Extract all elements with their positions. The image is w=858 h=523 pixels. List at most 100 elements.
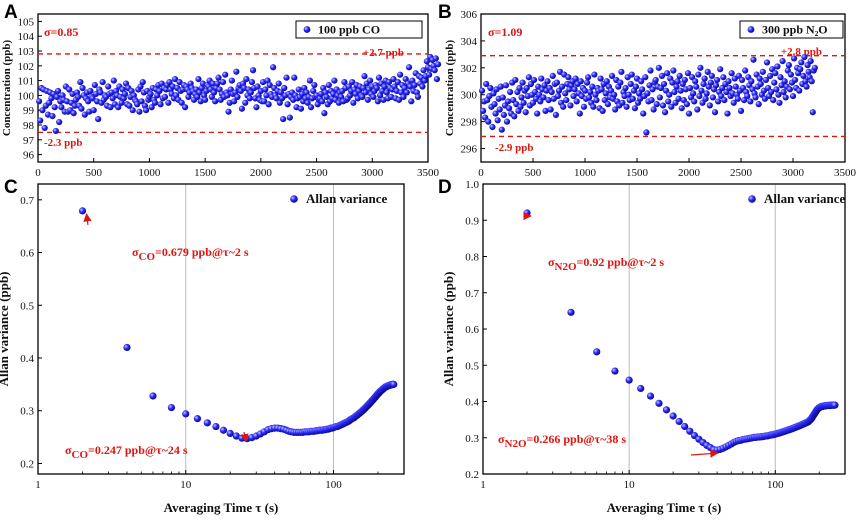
data-point xyxy=(618,68,625,75)
data-point xyxy=(215,74,222,81)
data-point xyxy=(214,80,221,87)
plot-frame xyxy=(37,183,405,475)
data-point xyxy=(370,93,377,100)
data-point xyxy=(209,80,217,87)
data-point xyxy=(572,75,579,82)
data-point xyxy=(136,108,143,115)
data-point xyxy=(604,101,611,108)
data-point xyxy=(811,64,818,71)
data-point xyxy=(280,115,287,123)
data-point xyxy=(219,78,227,86)
y-tick-label: 306 xyxy=(461,9,478,21)
data-point xyxy=(247,89,254,96)
data-point xyxy=(156,87,163,95)
y-tick-label: 100 xyxy=(18,90,35,102)
annotation-text: =0.266 ppb@τ~38 s xyxy=(527,432,627,446)
data-point xyxy=(686,427,694,435)
data-point xyxy=(224,92,231,99)
data-point xyxy=(647,67,654,74)
data-point xyxy=(423,58,430,65)
data-point xyxy=(553,79,561,86)
data-point xyxy=(331,77,338,84)
data-point xyxy=(678,105,685,112)
data-point xyxy=(721,97,728,104)
data-point xyxy=(681,422,689,431)
data-point xyxy=(800,72,807,79)
x-tick-label: 0 xyxy=(35,167,41,179)
data-point xyxy=(306,77,313,84)
data-point xyxy=(212,422,220,431)
data-point xyxy=(676,72,683,79)
data-point xyxy=(234,93,241,100)
y-tick-label: 0.4 xyxy=(20,353,34,365)
x-tick-label: 3000 xyxy=(361,167,384,179)
data-point xyxy=(542,107,549,114)
data-point xyxy=(385,78,393,86)
data-point xyxy=(203,419,211,427)
data-point xyxy=(512,76,519,84)
legend-label: 300 ppb N₂O xyxy=(762,23,828,37)
data-point xyxy=(644,90,651,97)
plot-frame xyxy=(37,13,429,163)
data-point xyxy=(737,107,745,114)
data-point xyxy=(692,78,699,85)
data-point xyxy=(757,80,764,88)
annotation-subscript: N2O xyxy=(555,261,577,273)
data-point xyxy=(608,72,616,79)
legend-box xyxy=(295,20,423,39)
legend-label: 100 ppb CO xyxy=(318,23,380,37)
upper-bound-label: +2.7 ppb xyxy=(363,47,404,59)
data-point xyxy=(649,86,656,93)
data-point xyxy=(273,95,280,102)
data-point xyxy=(325,81,332,89)
y-axis-label: Concentration (ppb) xyxy=(1,40,13,137)
data-point xyxy=(642,74,649,81)
data-point xyxy=(791,76,799,84)
data-point xyxy=(374,98,381,105)
data-point xyxy=(36,98,43,105)
annotation-text: =0.247 ppb@τ~24 s xyxy=(88,443,188,457)
data-point xyxy=(660,80,668,88)
data-point xyxy=(675,417,683,426)
data-point xyxy=(390,380,398,388)
data-point xyxy=(78,207,87,215)
data-point xyxy=(659,102,667,109)
x-tick-label: 3000 xyxy=(782,167,805,179)
data-point xyxy=(504,98,512,105)
data-point xyxy=(225,108,232,115)
data-point xyxy=(730,99,737,106)
data-point xyxy=(638,78,645,85)
legend-marker xyxy=(748,195,756,203)
data-point xyxy=(496,106,503,113)
sigma-label: σ=0.85 xyxy=(44,25,78,39)
data-point xyxy=(181,104,189,111)
data-point xyxy=(195,76,202,83)
data-point xyxy=(193,415,202,423)
data-point xyxy=(507,88,514,96)
data-point xyxy=(707,79,714,86)
data-point xyxy=(695,71,702,78)
data-point xyxy=(165,99,172,106)
y-tick-label: 105 xyxy=(18,16,35,28)
data-point xyxy=(178,99,185,106)
data-point xyxy=(798,59,805,66)
x-tick-label: 3500 xyxy=(834,167,857,179)
data-point xyxy=(349,78,356,86)
data-point xyxy=(434,61,442,68)
data-point xyxy=(648,97,655,104)
data-point xyxy=(782,94,789,101)
data-point xyxy=(774,63,781,70)
data-point xyxy=(677,87,684,94)
data-point xyxy=(89,95,96,102)
y-tick-label: 298 xyxy=(461,117,478,129)
data-point xyxy=(625,91,632,98)
data-point xyxy=(109,95,116,102)
data-point xyxy=(534,110,541,117)
data-point xyxy=(662,406,671,414)
data-point xyxy=(254,83,261,90)
data-point xyxy=(808,78,815,85)
data-point xyxy=(246,95,253,102)
data-point xyxy=(702,95,709,102)
x-tick-label: 2500 xyxy=(730,167,753,179)
data-point xyxy=(720,74,727,81)
